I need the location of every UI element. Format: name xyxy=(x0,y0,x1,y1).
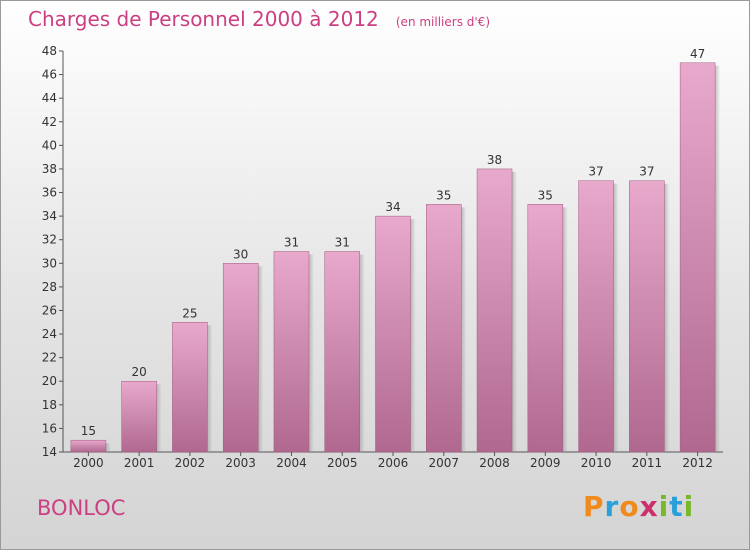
bar-shadow xyxy=(664,183,670,452)
bar-value-label: 20 xyxy=(132,365,147,379)
logo-letter: t xyxy=(669,490,684,523)
x-tick-label: 2011 xyxy=(632,456,663,470)
x-tick-label: 2010 xyxy=(581,456,612,470)
bar xyxy=(324,251,360,453)
bar-value-label: 38 xyxy=(487,153,502,167)
chart-title: Charges de Personnel 2000 à 2012 xyxy=(28,7,379,31)
bar xyxy=(679,62,716,453)
bar-value-label: 35 xyxy=(436,188,451,202)
bar-shadow xyxy=(359,254,365,452)
logo-letter: P xyxy=(583,490,605,523)
bar-value-label: 30 xyxy=(233,247,248,261)
logo-letter: o xyxy=(619,490,640,523)
bar xyxy=(70,439,107,453)
x-tick-label: 2004 xyxy=(276,456,307,470)
x-tick-label: 2005 xyxy=(327,456,358,470)
x-tick-label: 2008 xyxy=(479,456,510,470)
bar xyxy=(629,180,665,453)
y-tick-label: 48 xyxy=(42,44,57,58)
x-tick-label: 2001 xyxy=(124,456,155,470)
bar xyxy=(222,263,259,453)
chart-subtitle: (en milliers d'€) xyxy=(395,15,490,29)
y-tick-label: 16 xyxy=(42,421,57,435)
y-tick-label: 14 xyxy=(42,445,57,459)
bar xyxy=(578,180,614,453)
bar-value-label: 35 xyxy=(538,188,553,202)
bar xyxy=(476,168,513,453)
bar-value-label: 37 xyxy=(639,165,654,179)
x-tick-label: 2003 xyxy=(225,456,256,470)
commune-name: BONLOC xyxy=(37,496,126,520)
bar xyxy=(375,215,411,453)
y-tick-label: 40 xyxy=(42,138,57,152)
logo-letter: x xyxy=(639,490,659,523)
y-tick-label: 20 xyxy=(42,374,57,388)
bar-value-label: 34 xyxy=(385,200,400,214)
bar-shadow xyxy=(512,171,518,453)
y-tick-label: 38 xyxy=(42,162,57,176)
bar-shadow xyxy=(613,183,619,452)
bar-shadow xyxy=(156,384,162,452)
bar-shadow xyxy=(410,219,416,452)
bar xyxy=(172,322,208,453)
bar-value-label: 25 xyxy=(182,306,197,320)
bar-value-label: 31 xyxy=(335,236,350,250)
x-tick-label: 2006 xyxy=(378,456,409,470)
y-tick-label: 26 xyxy=(42,303,57,317)
bar-shadow xyxy=(461,207,467,452)
logo-letter: r xyxy=(604,490,620,523)
y-tick-label: 44 xyxy=(42,91,57,105)
bar-value-label: 47 xyxy=(690,47,705,61)
y-tick-label: 36 xyxy=(42,186,57,200)
y-tick-label: 32 xyxy=(42,233,57,247)
bar xyxy=(273,251,310,453)
bar-shadow xyxy=(715,65,721,452)
y-tick-label: 34 xyxy=(42,209,57,223)
proxiti-logo: Proxiti xyxy=(583,490,694,523)
x-tick-label: 2000 xyxy=(73,456,104,470)
bar-shadow xyxy=(562,207,568,452)
bar xyxy=(121,380,157,453)
x-tick-label: 2009 xyxy=(530,456,561,470)
bar-value-label: 15 xyxy=(81,424,96,438)
bar-shadow xyxy=(258,266,264,452)
y-tick-label: 22 xyxy=(42,351,57,365)
bar-value-label: 31 xyxy=(284,236,299,250)
bar xyxy=(527,204,564,453)
x-tick-label: 2002 xyxy=(175,456,206,470)
title-row: Charges de Personnel 2000 à 2012 (en mil… xyxy=(28,7,490,31)
y-tick-label: 30 xyxy=(42,256,57,270)
bar-value-label: 37 xyxy=(588,165,603,179)
logo-letter: i xyxy=(683,490,695,523)
bar xyxy=(426,204,462,453)
x-tick-label: 2012 xyxy=(682,456,713,470)
bar-shadow xyxy=(308,254,314,452)
y-tick-label: 46 xyxy=(42,68,57,82)
x-tick-label: 2007 xyxy=(428,456,459,470)
logo-letter: i xyxy=(658,490,670,523)
y-tick-label: 28 xyxy=(42,280,57,294)
bar-shadow xyxy=(105,443,111,452)
y-tick-label: 24 xyxy=(42,327,57,341)
bar-shadow xyxy=(207,325,213,452)
y-tick-label: 42 xyxy=(42,115,57,129)
y-tick-label: 18 xyxy=(42,398,57,412)
